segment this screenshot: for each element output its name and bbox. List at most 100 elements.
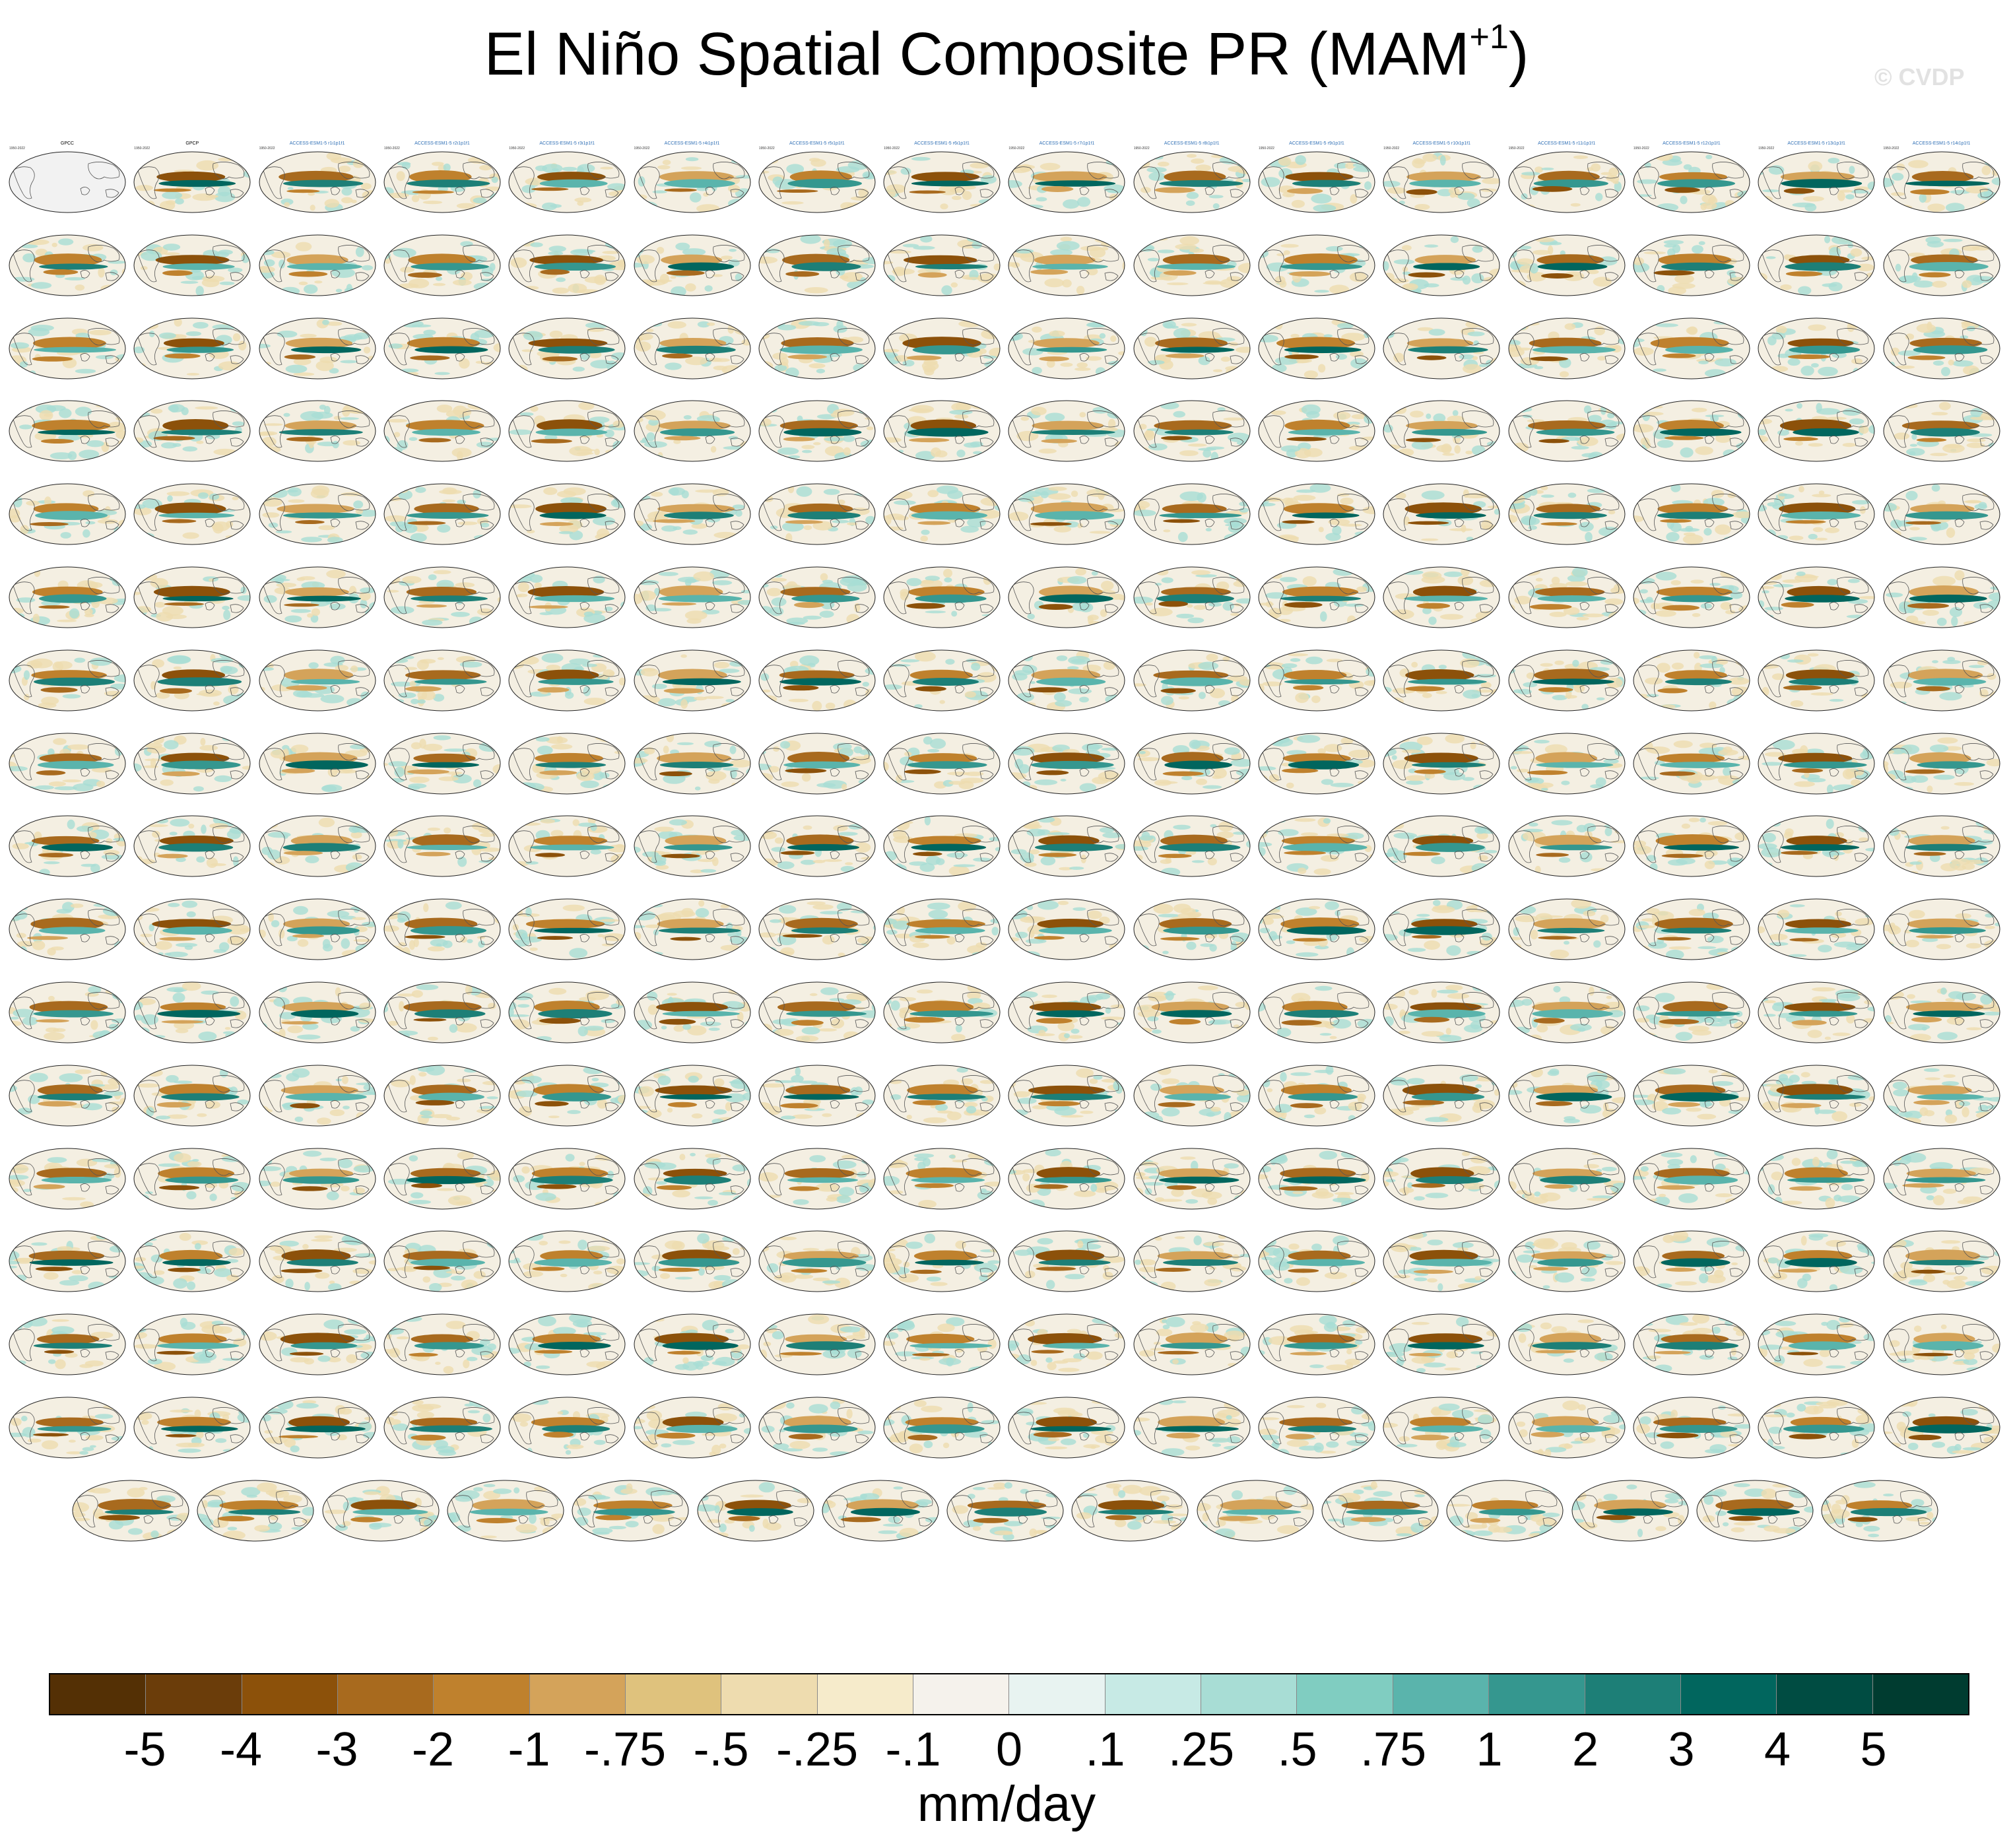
robinson-map xyxy=(1383,483,1500,545)
map-panel xyxy=(882,1055,1001,1129)
robinson-map xyxy=(1758,400,1875,462)
robinson-map xyxy=(1758,815,1875,877)
map-panel xyxy=(508,723,626,797)
map-panel xyxy=(508,1138,626,1212)
robinson-map xyxy=(1008,483,1125,545)
robinson-map xyxy=(758,1148,876,1210)
map-panel xyxy=(1882,390,2001,464)
map-panel xyxy=(133,1055,251,1129)
map-panel xyxy=(1507,640,1626,713)
robinson-map xyxy=(9,483,126,545)
map-panel xyxy=(1007,1304,1126,1377)
robinson-map xyxy=(1383,234,1500,296)
robinson-map xyxy=(508,566,626,628)
map-panel xyxy=(1757,972,1876,1045)
panel-period: 1950-2022 xyxy=(758,147,775,150)
robinson-map xyxy=(1197,1480,1314,1542)
robinson-map xyxy=(383,400,501,462)
colorbar-tick-label: .75 xyxy=(1360,1723,1427,1776)
robinson-map xyxy=(1008,733,1125,795)
map-panel xyxy=(758,1055,876,1129)
robinson-map xyxy=(133,733,251,795)
map-panel xyxy=(1382,1055,1501,1129)
robinson-map xyxy=(1133,649,1251,711)
robinson-map xyxy=(508,898,626,960)
robinson-map xyxy=(1258,733,1375,795)
map-panel xyxy=(1882,805,2001,879)
robinson-map xyxy=(1383,1065,1500,1127)
robinson-map xyxy=(1446,1480,1564,1542)
robinson-map xyxy=(1258,566,1375,628)
map-panel xyxy=(8,1220,127,1294)
robinson-map xyxy=(1008,1065,1125,1127)
map-panel xyxy=(1133,308,1251,381)
map-panel xyxy=(1757,390,1876,464)
title-superscript: +1 xyxy=(1469,18,1509,57)
map-panel xyxy=(1382,473,1501,547)
robinson-map xyxy=(1633,317,1750,380)
robinson-map xyxy=(1508,815,1626,877)
title-close: ) xyxy=(1508,20,1529,88)
colorbar-tick-label: 3 xyxy=(1668,1723,1695,1776)
map-panel xyxy=(1257,1304,1376,1377)
map-panel xyxy=(758,473,876,547)
robinson-map xyxy=(758,1065,876,1127)
map-panel: GPCP 1950-2022 xyxy=(133,141,251,215)
robinson-map xyxy=(883,981,1001,1043)
map-panel xyxy=(1133,224,1251,298)
map-panel xyxy=(1257,1138,1376,1212)
robinson-map xyxy=(9,898,126,960)
robinson-map xyxy=(1258,815,1375,877)
robinson-map xyxy=(383,1065,501,1127)
robinson-map xyxy=(508,1148,626,1210)
robinson-map xyxy=(259,898,376,960)
map-panel: ACCESS-ESM1-5 r6i1p1f1 1950-2022 xyxy=(882,141,1001,215)
robinson-map xyxy=(508,1065,626,1127)
robinson-map xyxy=(758,898,876,960)
map-panel xyxy=(1632,1387,1751,1461)
robinson-map xyxy=(9,151,126,213)
map-panel xyxy=(383,1387,502,1461)
robinson-map xyxy=(758,1313,876,1375)
map-panel: ACCESS-ESM1-5 r13i1p1f1 1950-2022 xyxy=(1757,141,1876,215)
robinson-map xyxy=(883,1397,1001,1459)
panel-title: ACCESS-ESM1-5 r9i1p1f1 xyxy=(1289,141,1344,146)
panel-title: ACCESS-ESM1-5 r4i1p1f1 xyxy=(664,141,720,146)
colorbar-box xyxy=(434,1674,530,1714)
robinson-map xyxy=(1133,400,1251,462)
robinson-map xyxy=(1258,317,1375,380)
robinson-map xyxy=(634,317,750,380)
map-panel: ACCESS-ESM1-5 r14i1p1f1 1950-2022 xyxy=(1882,141,2001,215)
map-panel xyxy=(1071,1470,1189,1544)
map-panel xyxy=(633,640,752,713)
map-panel xyxy=(1257,640,1376,713)
map-panel xyxy=(758,888,876,962)
robinson-map xyxy=(634,1230,750,1292)
robinson-map xyxy=(383,815,501,877)
robinson-map xyxy=(1758,1313,1875,1375)
panel-period: 1950-2022 xyxy=(9,147,25,150)
robinson-map xyxy=(259,649,376,711)
map-panel: ACCESS-ESM1-5 r12i1p1f1 1950-2022 xyxy=(1632,141,1751,215)
panel-title: ACCESS-ESM1-5 r5i1p1f1 xyxy=(789,141,845,146)
map-panel xyxy=(633,473,752,547)
panel-title: ACCESS-ESM1-5 r12i1p1f1 xyxy=(1663,141,1721,146)
robinson-map xyxy=(508,151,626,213)
robinson-map xyxy=(1008,1397,1125,1459)
robinson-map xyxy=(634,151,750,213)
map-panel xyxy=(1507,723,1626,797)
map-panel xyxy=(8,805,127,879)
robinson-map xyxy=(1258,649,1375,711)
map-panel xyxy=(1257,805,1376,879)
robinson-map xyxy=(259,317,376,380)
robinson-map xyxy=(1383,566,1500,628)
map-panel xyxy=(1196,1470,1315,1544)
map-panel xyxy=(1882,640,2001,713)
robinson-map xyxy=(1008,981,1125,1043)
robinson-map xyxy=(259,815,376,877)
panel-title: ACCESS-ESM1-5 r10i1p1f1 xyxy=(1412,141,1471,146)
map-panel xyxy=(133,972,251,1045)
robinson-map xyxy=(1133,317,1251,380)
robinson-map xyxy=(1508,1313,1626,1375)
robinson-map xyxy=(1258,151,1375,213)
